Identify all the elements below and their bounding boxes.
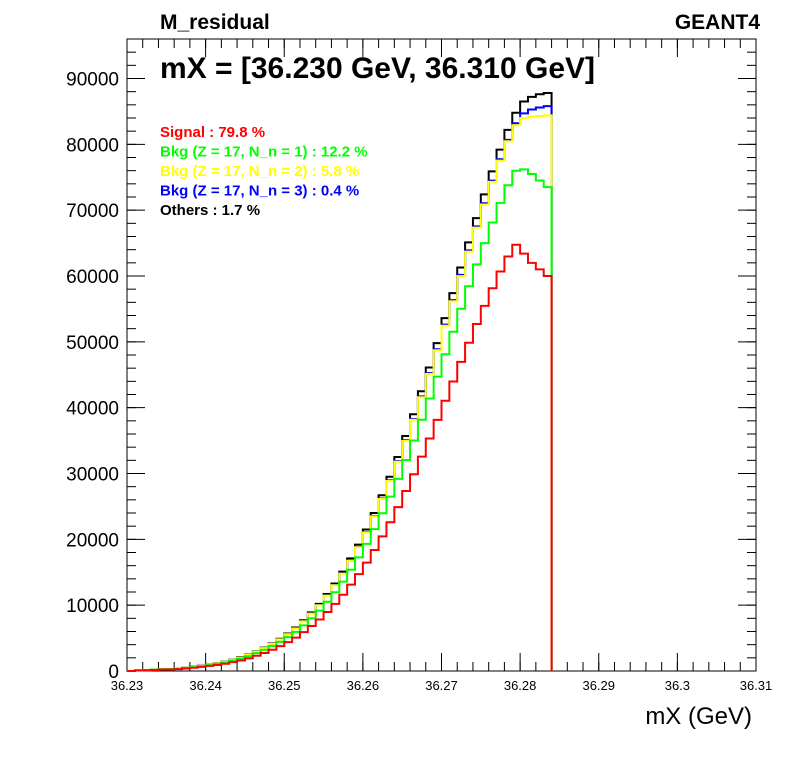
- plot-title: mX = [36.230 GeV, 36.310 GeV]: [160, 52, 595, 85]
- y-tick-label: 50000: [66, 333, 119, 354]
- axis-ticks: [126, 38, 757, 672]
- x-tick-labels: 36.23 36.24 36.25 36.26 36.27 36.28 36.29 36.3 3…: [111, 678, 773, 693]
- legend-entry: Bkg (Z = 17, N_n = 3) : 0.4 %: [160, 183, 359, 200]
- series-line: [127, 243, 553, 672]
- series-layer: [127, 91, 553, 672]
- y-tick-label: 0: [108, 662, 119, 683]
- x-tick-label: 36.3: [665, 678, 690, 693]
- y-tick-label: 80000: [66, 135, 119, 156]
- y-tick-labels: 0 10000 20000 30000 40000 50000 60000 70000 8000…: [66, 70, 119, 684]
- y-tick-label: 70000: [66, 201, 119, 222]
- y-tick-label: 60000: [66, 267, 119, 288]
- x-tick-label: 36.27: [425, 678, 458, 693]
- x-axis-label: mX (GeV): [645, 703, 752, 730]
- x-tick-label: 36.23: [111, 678, 144, 693]
- header-right-label: GEANT4: [675, 11, 761, 34]
- header-left-label: M_residual: [160, 11, 270, 34]
- x-tick-label: 36.25: [268, 678, 301, 693]
- legend-entry: Bkg (Z = 17, N_n = 2) : 5.8 %: [160, 163, 359, 180]
- x-tick-label: 36.28: [504, 678, 537, 693]
- y-tick-label: 30000: [66, 465, 119, 486]
- x-tick-label: 36.24: [189, 678, 222, 693]
- legend-entry: Others : 1.7 %: [160, 202, 260, 219]
- y-tick-label: 40000: [66, 399, 119, 420]
- legend-entry: Bkg (Z = 17, N_n = 1) : 12.2 %: [160, 144, 368, 161]
- y-tick-label: 90000: [66, 70, 119, 91]
- legend-entry: Signal : 79.8 %: [160, 124, 265, 141]
- x-tick-label: 36.26: [347, 678, 380, 693]
- y-tick-label: 20000: [66, 530, 119, 551]
- x-tick-label: 36.31: [740, 678, 773, 693]
- y-tick-label: 10000: [66, 596, 119, 617]
- legend: Signal : 79.8 % Bkg (Z = 17, N_n = 1) : 1…: [160, 124, 368, 219]
- x-tick-label: 36.29: [582, 678, 615, 693]
